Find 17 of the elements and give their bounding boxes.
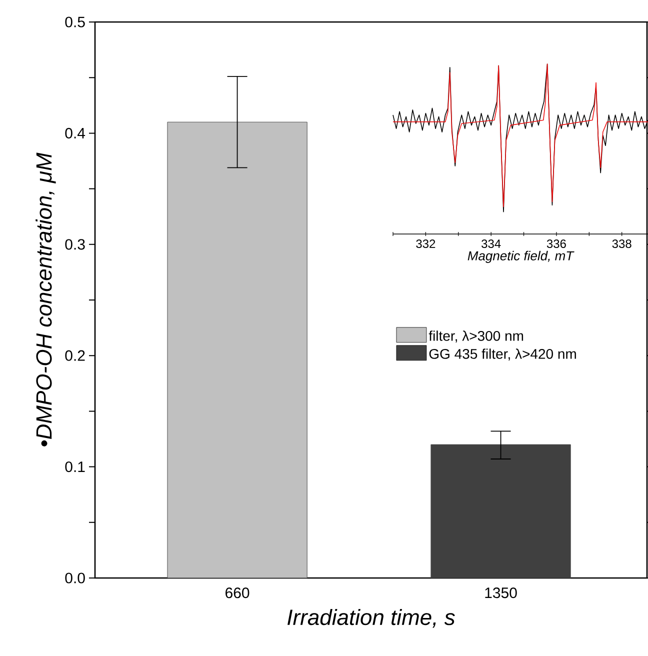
x-tick-label: 336 (546, 240, 566, 248)
x-tick-label: 338 (612, 240, 632, 248)
y-tick-label: 0.4 (65, 128, 86, 138)
legend-label: filter, λ>300 nm (428, 330, 524, 343)
x-tick-label: 660 (226, 588, 250, 598)
y-tick-label: 0.1 (65, 461, 85, 472)
y-tick-label: 0.0 (65, 572, 85, 584)
x-axis-title: Magnetic field, mT (468, 250, 574, 263)
y-tick-label: 0.5 (65, 16, 85, 28)
x-tick-label: 332 (416, 240, 436, 248)
y-tick-label: 0.2 (65, 350, 85, 361)
y-axis-title: •DMPO-OH concentration, μM (36, 152, 56, 446)
x-tick-label: 334 (482, 240, 501, 248)
x-tick-label: 1350 (485, 588, 517, 598)
legend-label: GG 435 filter, λ>420 nm (429, 348, 576, 361)
x-axis-title: Irradiation time, s (288, 608, 455, 628)
y-tick-label: 0.3 (65, 239, 85, 250)
